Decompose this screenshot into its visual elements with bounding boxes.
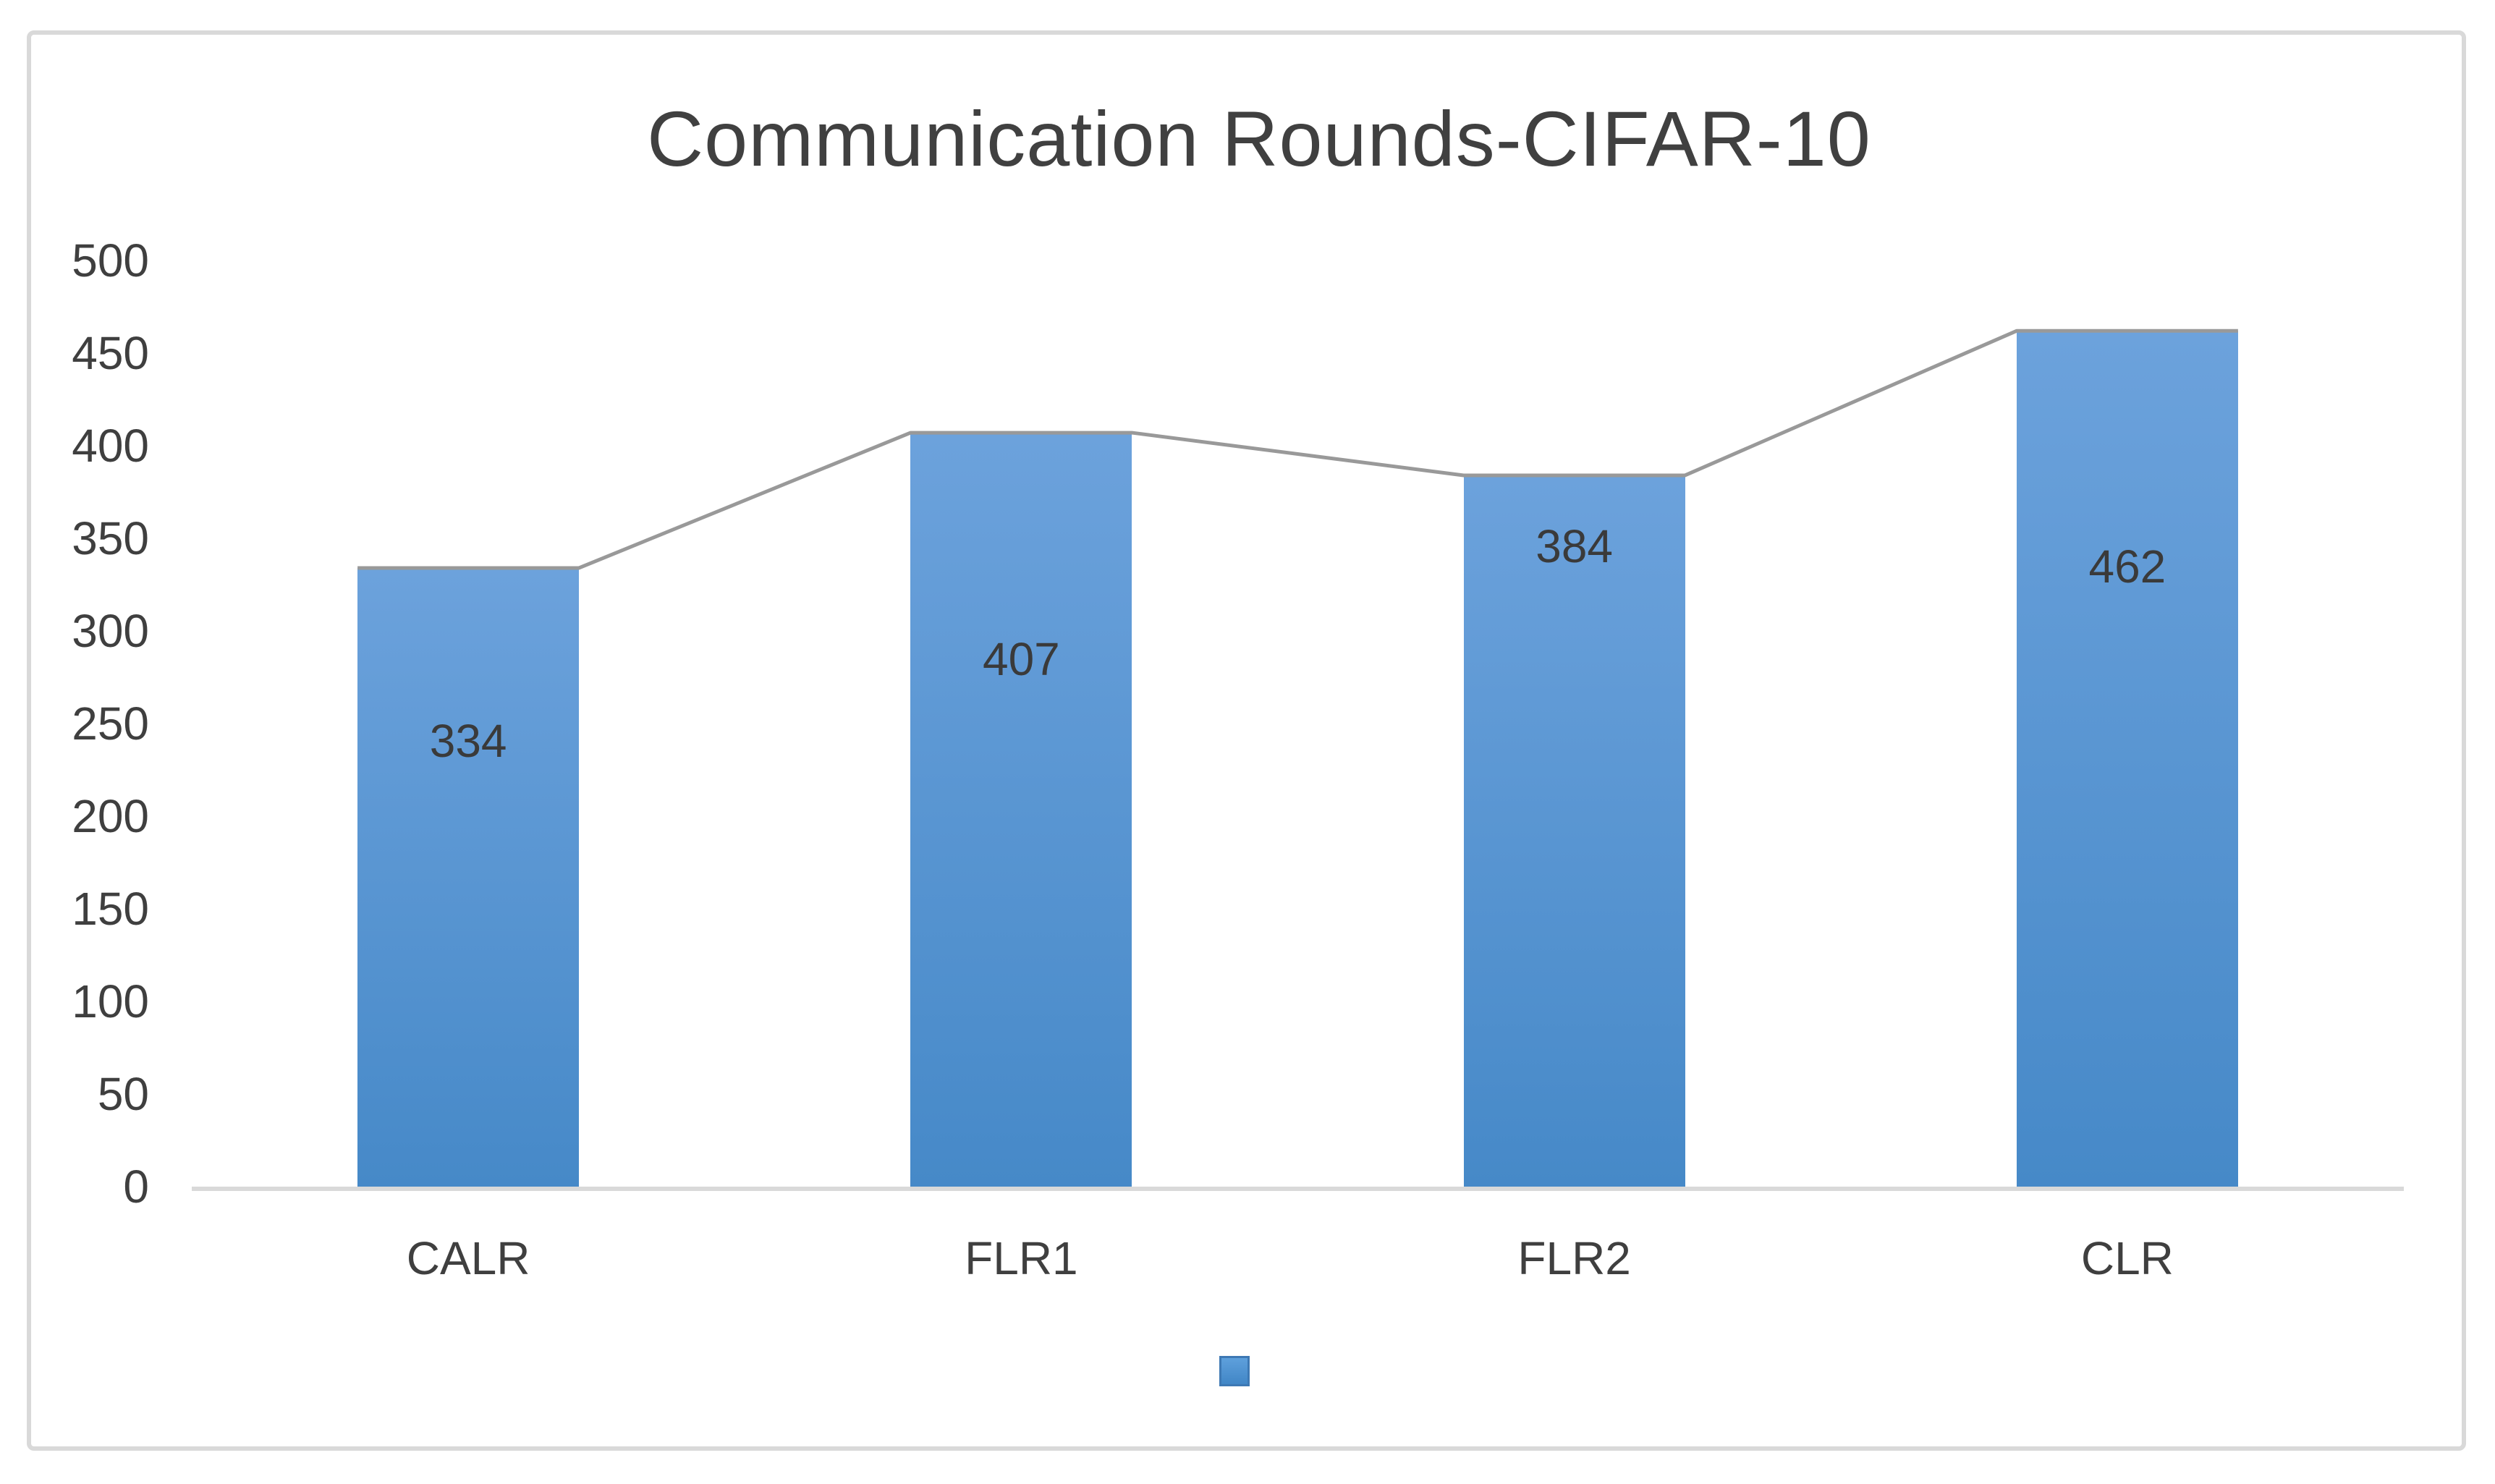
y-axis-tick-label: 100 <box>72 975 149 1027</box>
y-axis-tick-label: 0 <box>123 1161 149 1213</box>
bar-value-label: 462 <box>2088 540 2166 593</box>
y-axis-tick-label: 250 <box>72 698 149 750</box>
bar-clr <box>2016 331 2238 1187</box>
y-axis-tick-label: 500 <box>72 234 149 287</box>
y-axis-tick-label: 150 <box>72 883 149 935</box>
chart-title: Communication Rounds-CIFAR-10 <box>647 95 1871 182</box>
y-axis-tick-label: 350 <box>72 512 149 564</box>
bar-value-label: 384 <box>1535 520 1614 573</box>
x-axis-category-label: CALR <box>406 1232 530 1284</box>
bar-value-label: 334 <box>429 715 507 768</box>
legend-marker-blue-square-icon <box>1219 1356 1250 1386</box>
y-axis-tick-label: 200 <box>72 790 149 842</box>
bar-flr2 <box>1463 475 1685 1187</box>
y-axis-tick-label: 400 <box>72 420 149 472</box>
y-axis-tick-label: 300 <box>72 605 149 657</box>
x-axis-category-label: CLR <box>2080 1232 2174 1284</box>
x-axis-line <box>192 1187 2404 1191</box>
bar-value-label: 407 <box>982 632 1060 685</box>
y-axis-tick-label: 450 <box>72 327 149 379</box>
x-axis-category-label: FLR2 <box>1517 1232 1631 1284</box>
x-axis-category-label: FLR1 <box>965 1232 1078 1284</box>
legend <box>1219 1356 1250 1386</box>
y-axis-tick-label: 50 <box>97 1068 149 1120</box>
bar-flr1 <box>910 433 1132 1187</box>
bar-calr <box>357 567 580 1187</box>
